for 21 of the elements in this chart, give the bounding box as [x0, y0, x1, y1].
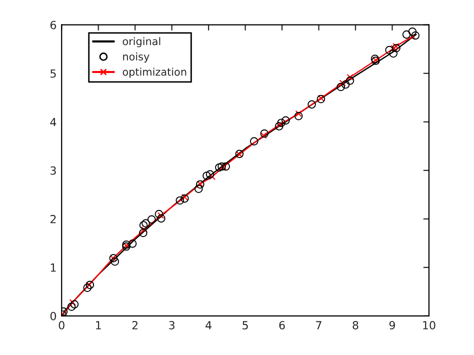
legend-label: optimization — [122, 68, 186, 78]
x-tick-label: 5 — [242, 321, 248, 330]
y-tick-label: 3 — [50, 166, 56, 175]
x-tick-label: 7 — [316, 321, 322, 330]
y-tick-label: 5 — [50, 69, 56, 78]
x-tick-label: 9 — [389, 321, 395, 330]
x-tick-label: 4 — [206, 321, 212, 330]
y-tick-label: 4 — [50, 118, 56, 126]
x-tick-label: 1 — [96, 321, 101, 330]
legend-label: original — [122, 37, 160, 48]
x-tick-label: 0 — [58, 321, 64, 330]
y-tick-label: 6 — [50, 20, 56, 30]
x-tick-label: 3 — [169, 321, 174, 330]
y-tick-label: 1 — [50, 264, 56, 272]
x-tick-label: 2 — [132, 321, 138, 330]
legend-label: noisy — [123, 52, 150, 63]
y-tick-label: 0 — [50, 312, 56, 320]
y-tick-label: 2 — [50, 214, 56, 224]
x-tick-label: 10 — [423, 321, 436, 330]
x-tick-label: 8 — [352, 321, 358, 330]
x-tick-label: 6 — [279, 321, 285, 330]
